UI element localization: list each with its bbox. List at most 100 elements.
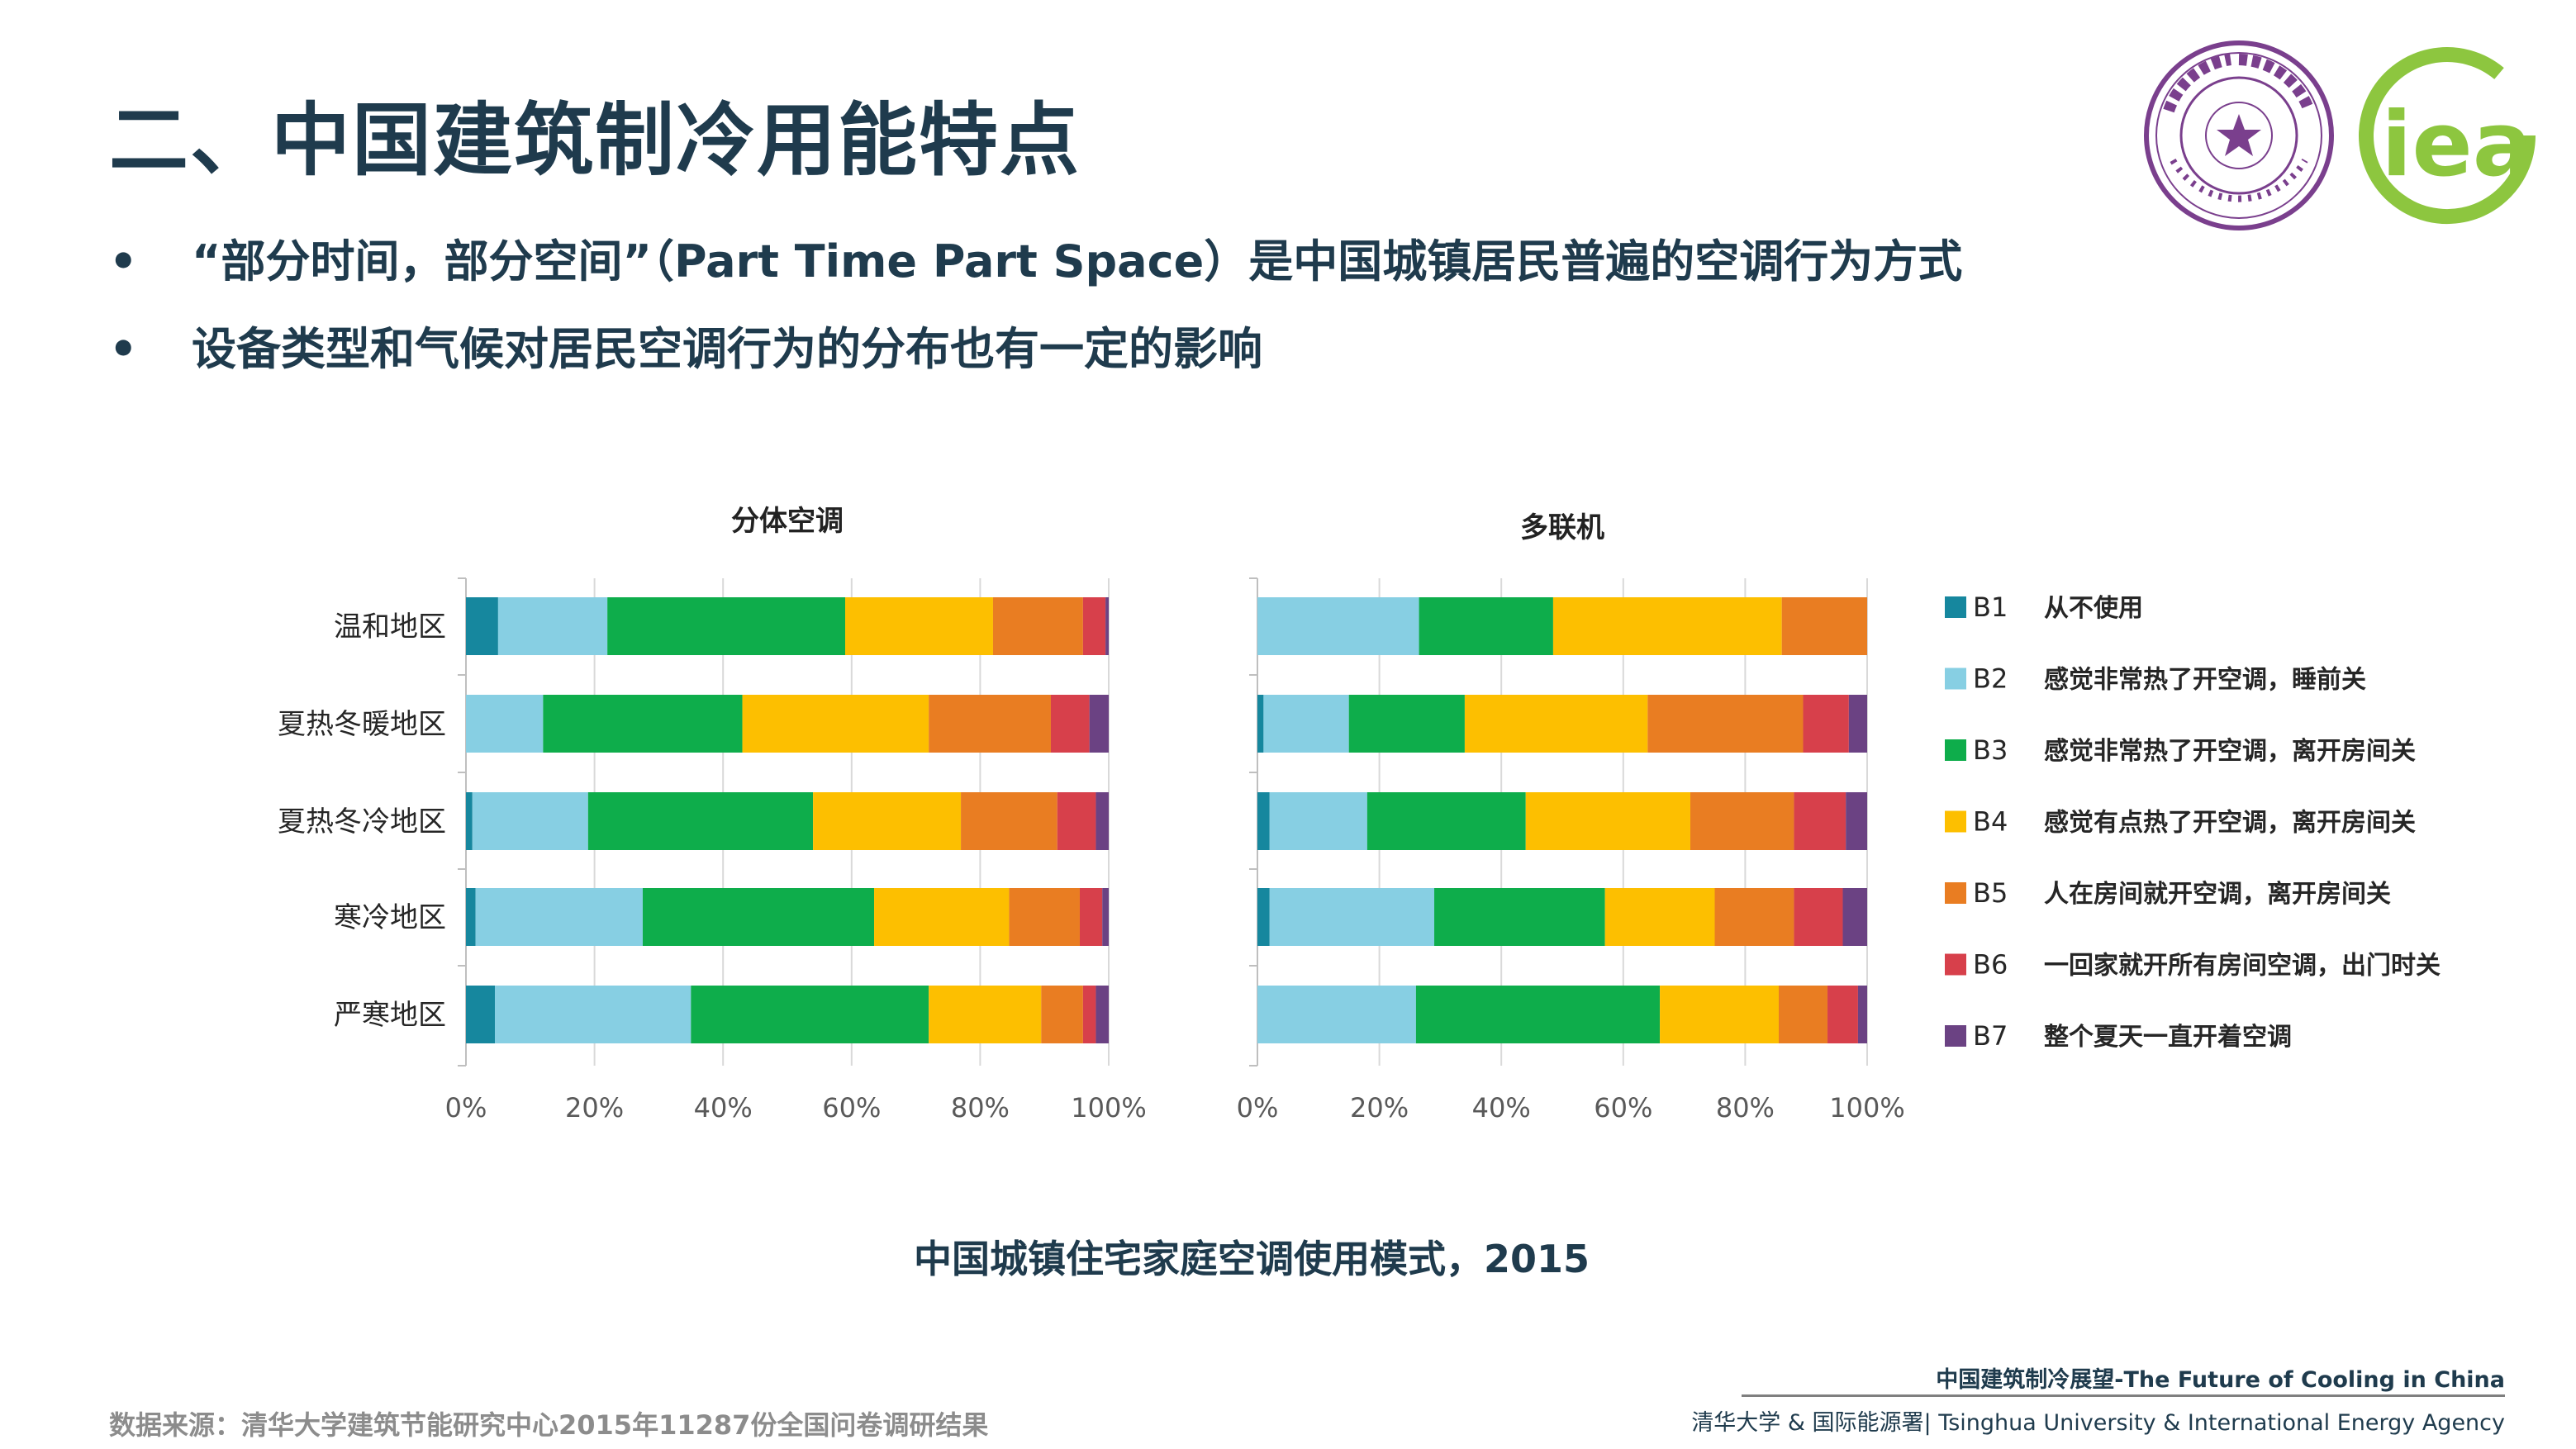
legend-label: 整个夏天一直开着空调 [2044,1023,2292,1052]
bar-segment-b5 [992,597,1083,655]
x-tick-label: 0% [1237,1092,1279,1124]
legend-swatch-b4 [1945,810,1966,833]
bullet-text-1: “部分时间，部分空间”（Part Time Part Space）是中国城镇居民… [192,235,1963,287]
bar-segment-b3 [691,986,929,1043]
legend-code: B2 [1973,663,2008,695]
bar-segment-b4 [813,792,962,850]
bar-segment-b5 [1781,597,1867,655]
tsinghua-university-seal [2144,40,2334,230]
charts-canvas: 分体空调 0% 20% 40% 60% 80% 100% 温和地区夏热冬暖地区夏热冬冷地区寒冷… [278,505,2441,1124]
bar-segment-b3 [1348,695,1465,753]
legend-swatch-b1 [1945,596,1966,618]
bar-segment-b5 [1778,986,1828,1043]
bar-segment-b7 [1857,986,1867,1043]
legend-code: B6 [1973,949,2008,981]
category-label: 严寒地区 [334,999,446,1032]
bar-segment-b5 [961,792,1057,850]
x-tick-label: 40% [694,1092,753,1124]
bar-segment-b5 [1647,695,1804,753]
bar-segment-b6 [1794,792,1846,850]
x-tick-label: 60% [1594,1092,1652,1124]
x-tick-label: 40% [1472,1092,1531,1124]
bar-segment-b3 [1415,986,1661,1043]
x-tick-label: 20% [1350,1092,1409,1124]
vrf-chart: 多联机 0% 20% 40% 60% 80% 100% [1237,511,1905,1124]
bar-segment-b6 [1050,695,1090,753]
bar-segment-b4 [929,986,1042,1043]
bar-segment-b1 [466,888,476,946]
footer-divider [1742,1394,2505,1397]
legend-code: B7 [1973,1020,2008,1052]
bar-segment-b7 [1096,986,1109,1043]
legend-code: B3 [1973,734,2008,766]
bar-segment-b3 [587,792,814,850]
legend-swatch-b5 [1945,882,1966,904]
bar-segment-b2 [472,792,588,850]
slide-title: 二、中国建筑制冷用能特点 [109,94,1081,187]
legend-code: B4 [1973,806,2008,838]
bar-segment-b4 [1464,695,1648,753]
bar-segment-b1 [1257,888,1270,946]
bar-segment-b4 [1604,888,1715,946]
bar-segment-b2 [475,888,643,946]
bar-segment-b2 [1269,888,1435,946]
bar-segment-b6 [1079,888,1103,946]
footer-organizations: 清华大学 & 国际能源署| Tsinghua University & Inte… [1691,1410,2505,1436]
bullet-text-2: 设备类型和气候对居民空调行为的分布也有一定的影响 [192,323,1262,375]
bar-segment-b7 [1096,792,1109,850]
x-tick-label: 100% [1071,1092,1146,1124]
bar-segment-b1 [1257,792,1270,850]
x-tick-label: 60% [822,1092,881,1124]
legend-label: 一回家就开所有房间空调，出门时关 [2044,952,2441,981]
bar-segment-b3 [543,695,743,753]
bar-segment-b4 [1552,597,1782,655]
bar-segment-b4 [874,888,1010,946]
bar-segment-b7 [1105,597,1109,655]
legend-label: 感觉有点热了开空调，离开房间关 [2044,809,2416,838]
bar-segment-b2 [1263,695,1349,753]
chart-title: 分体空调 [731,505,844,538]
category-label: 寒冷地区 [334,901,446,934]
category-label: 温和地区 [334,610,446,644]
category-label: 夏热冬冷地区 [278,805,446,839]
bar-segment-b5 [1690,792,1794,850]
bullet-symbol: • [109,323,138,375]
bar-segment-b7 [1089,695,1109,753]
bullet-item-2: • 设备类型和气候对居民空调行为的分布也有一定的影响 [109,312,1262,378]
bar-segment-b4 [1525,792,1690,850]
bar-segment-b3 [1366,792,1526,850]
legend-swatch-b7 [1945,1025,1966,1047]
bar-segment-b6 [1794,888,1843,946]
bar-segment-b6 [1082,986,1096,1043]
figure-caption: 中国城镇住宅家庭空调使用模式，2015 [913,1237,1590,1281]
bar-segment-b6 [1082,597,1106,655]
bar-segment-b5 [1009,888,1080,946]
iea-logo: iea [2359,47,2536,225]
bar-segment-b7 [1846,792,1867,850]
data-source: 数据来源：清华大学建筑节能研究中心2015年11287份全国问卷调研结果 [109,1409,989,1441]
chart-legend: B1 从不使用 B2 感觉非常热了开空调，睡前关 B3 感觉非常热了开空调，离开房间关 B4… [1945,591,2441,1052]
legend-swatch-b6 [1945,953,1966,976]
bar-segment-b1 [466,986,496,1043]
legend-swatch-b2 [1945,667,1966,690]
category-label: 夏热冬暖地区 [278,708,446,741]
bar-segment-b6 [1827,986,1858,1043]
bar-segment-b6 [1057,792,1096,850]
bar-segment-b5 [1714,888,1794,946]
bar-segment-b7 [1102,888,1109,946]
bar-segment-b6 [1803,695,1849,753]
bar-segment-b5 [929,695,1051,753]
legend-code: B5 [1973,877,2008,909]
x-tick-label: 80% [951,1092,1010,1124]
legend-label: 感觉非常热了开空调，睡前关 [2044,666,2366,695]
chart-title: 多联机 [1520,511,1604,544]
bar-segment-b4 [742,695,929,753]
bar-segment-b3 [1434,888,1605,946]
bar-segment-b1 [466,792,473,850]
bullet-item-1: • “部分时间，部分空间”（Part Time Part Space）是中国城镇居… [109,225,1962,290]
bar-segment-b2 [1257,986,1416,1043]
split-ac-chart: 分体空调 0% 20% 40% 60% 80% 100% 温和地区夏热冬暖地区夏热冬冷地区寒冷… [278,505,1147,1124]
bar-segment-b2 [1269,792,1367,850]
bar-segment-b3 [607,597,846,655]
bar-segment-b5 [1041,986,1083,1043]
